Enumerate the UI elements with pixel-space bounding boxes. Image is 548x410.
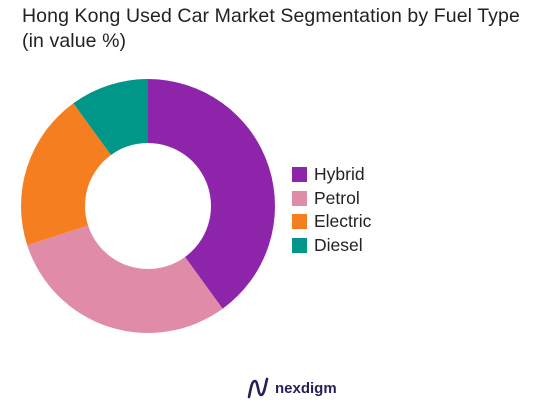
nexdigm-logo: nexdigm [246,377,337,399]
legend-swatch [292,167,307,183]
legend-item-petrol: Petrol [292,187,371,211]
legend-item-diesel: Diesel [292,234,371,258]
logo-text: nexdigm [275,379,337,397]
legend-item-electric: Electric [292,210,371,234]
donut-slice-diesel [73,79,148,156]
legend-swatch [292,214,307,230]
legend-item-hybrid: Hybrid [292,163,371,187]
legend-swatch [292,237,307,253]
nexdigm-logo-icon [247,377,269,399]
legend-swatch [292,190,307,206]
legend-label: Petrol [314,187,360,208]
donut-chart [20,79,275,333]
legend-label: Hybrid [314,164,365,185]
legend-label: Electric [314,211,372,232]
donut-slice-hybrid [148,79,275,309]
donut-slice-electric [20,103,111,246]
chart-title: Hong Kong Used Car Market Segmentation b… [22,5,520,52]
donut-slice-petrol [27,225,223,333]
chart-legend: Hybrid Petrol Electric Diesel [292,163,371,257]
legend-label: Diesel [314,234,363,255]
